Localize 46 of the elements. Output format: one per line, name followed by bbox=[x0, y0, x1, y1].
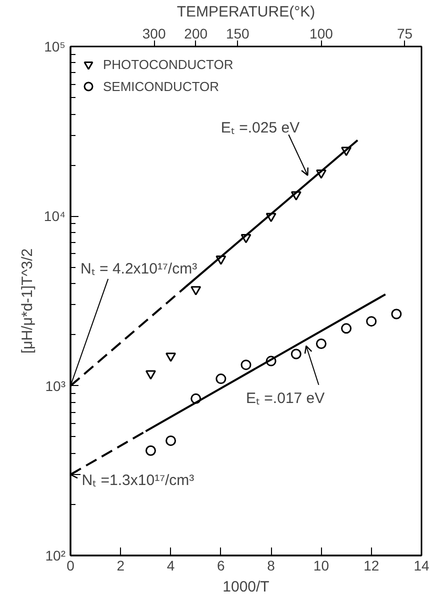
point bbox=[341, 323, 352, 334]
y-tick-label: 10³ bbox=[45, 378, 66, 394]
point bbox=[216, 256, 226, 265]
text: 300 bbox=[142, 26, 166, 42]
text: 200 bbox=[184, 26, 208, 42]
text: 150 bbox=[226, 26, 250, 42]
point bbox=[216, 374, 226, 384]
annotation: Eₜ =.025 eV bbox=[220, 119, 300, 136]
point bbox=[316, 170, 326, 179]
point bbox=[240, 360, 252, 370]
annotation: Nₜ =1.3x10¹⁷/cm³ bbox=[82, 472, 194, 489]
point bbox=[145, 370, 156, 380]
point bbox=[290, 191, 302, 201]
point bbox=[166, 352, 176, 362]
annotation: Nₜ = 4.2x10¹⁷/cm³ bbox=[80, 260, 198, 278]
x-tick-label: 0 bbox=[66, 558, 75, 574]
y-tick-label: 10⁵ bbox=[44, 38, 66, 54]
point bbox=[266, 356, 276, 366]
point bbox=[341, 146, 352, 156]
point bbox=[316, 338, 326, 349]
x-tick-label: 10 bbox=[313, 558, 330, 574]
point bbox=[145, 445, 156, 456]
text: TEMPERATURE(°K) bbox=[176, 4, 316, 20]
point bbox=[190, 393, 202, 404]
y-axis-title: [μH/μ*d-1]T^3/2 bbox=[18, 248, 36, 354]
text: 100 bbox=[310, 26, 334, 42]
y-tick-label: 10² bbox=[45, 548, 66, 564]
point bbox=[391, 308, 402, 320]
text: 75 bbox=[397, 26, 413, 42]
point bbox=[166, 435, 176, 446]
x-tick-label: 12 bbox=[364, 558, 380, 574]
point bbox=[366, 316, 377, 327]
point bbox=[190, 286, 202, 296]
y-tick-label: 10⁴ bbox=[44, 208, 66, 224]
legend-label: SEMICONDUCTOR bbox=[103, 78, 220, 94]
legend-label: PHOTOCONDUCTOR bbox=[103, 56, 234, 72]
point bbox=[290, 348, 302, 360]
point bbox=[240, 234, 252, 244]
x-tick-label: 14 bbox=[414, 558, 430, 574]
x-tick-label: 4 bbox=[166, 558, 175, 574]
x-axis-title: 1000/T bbox=[222, 578, 270, 596]
x-tick-label: 8 bbox=[267, 558, 276, 574]
point bbox=[266, 212, 276, 222]
x-tick-label: 2 bbox=[116, 558, 125, 574]
x-tick-label: 6 bbox=[217, 558, 226, 574]
annotation: Eₜ =.017 eV bbox=[246, 390, 325, 407]
